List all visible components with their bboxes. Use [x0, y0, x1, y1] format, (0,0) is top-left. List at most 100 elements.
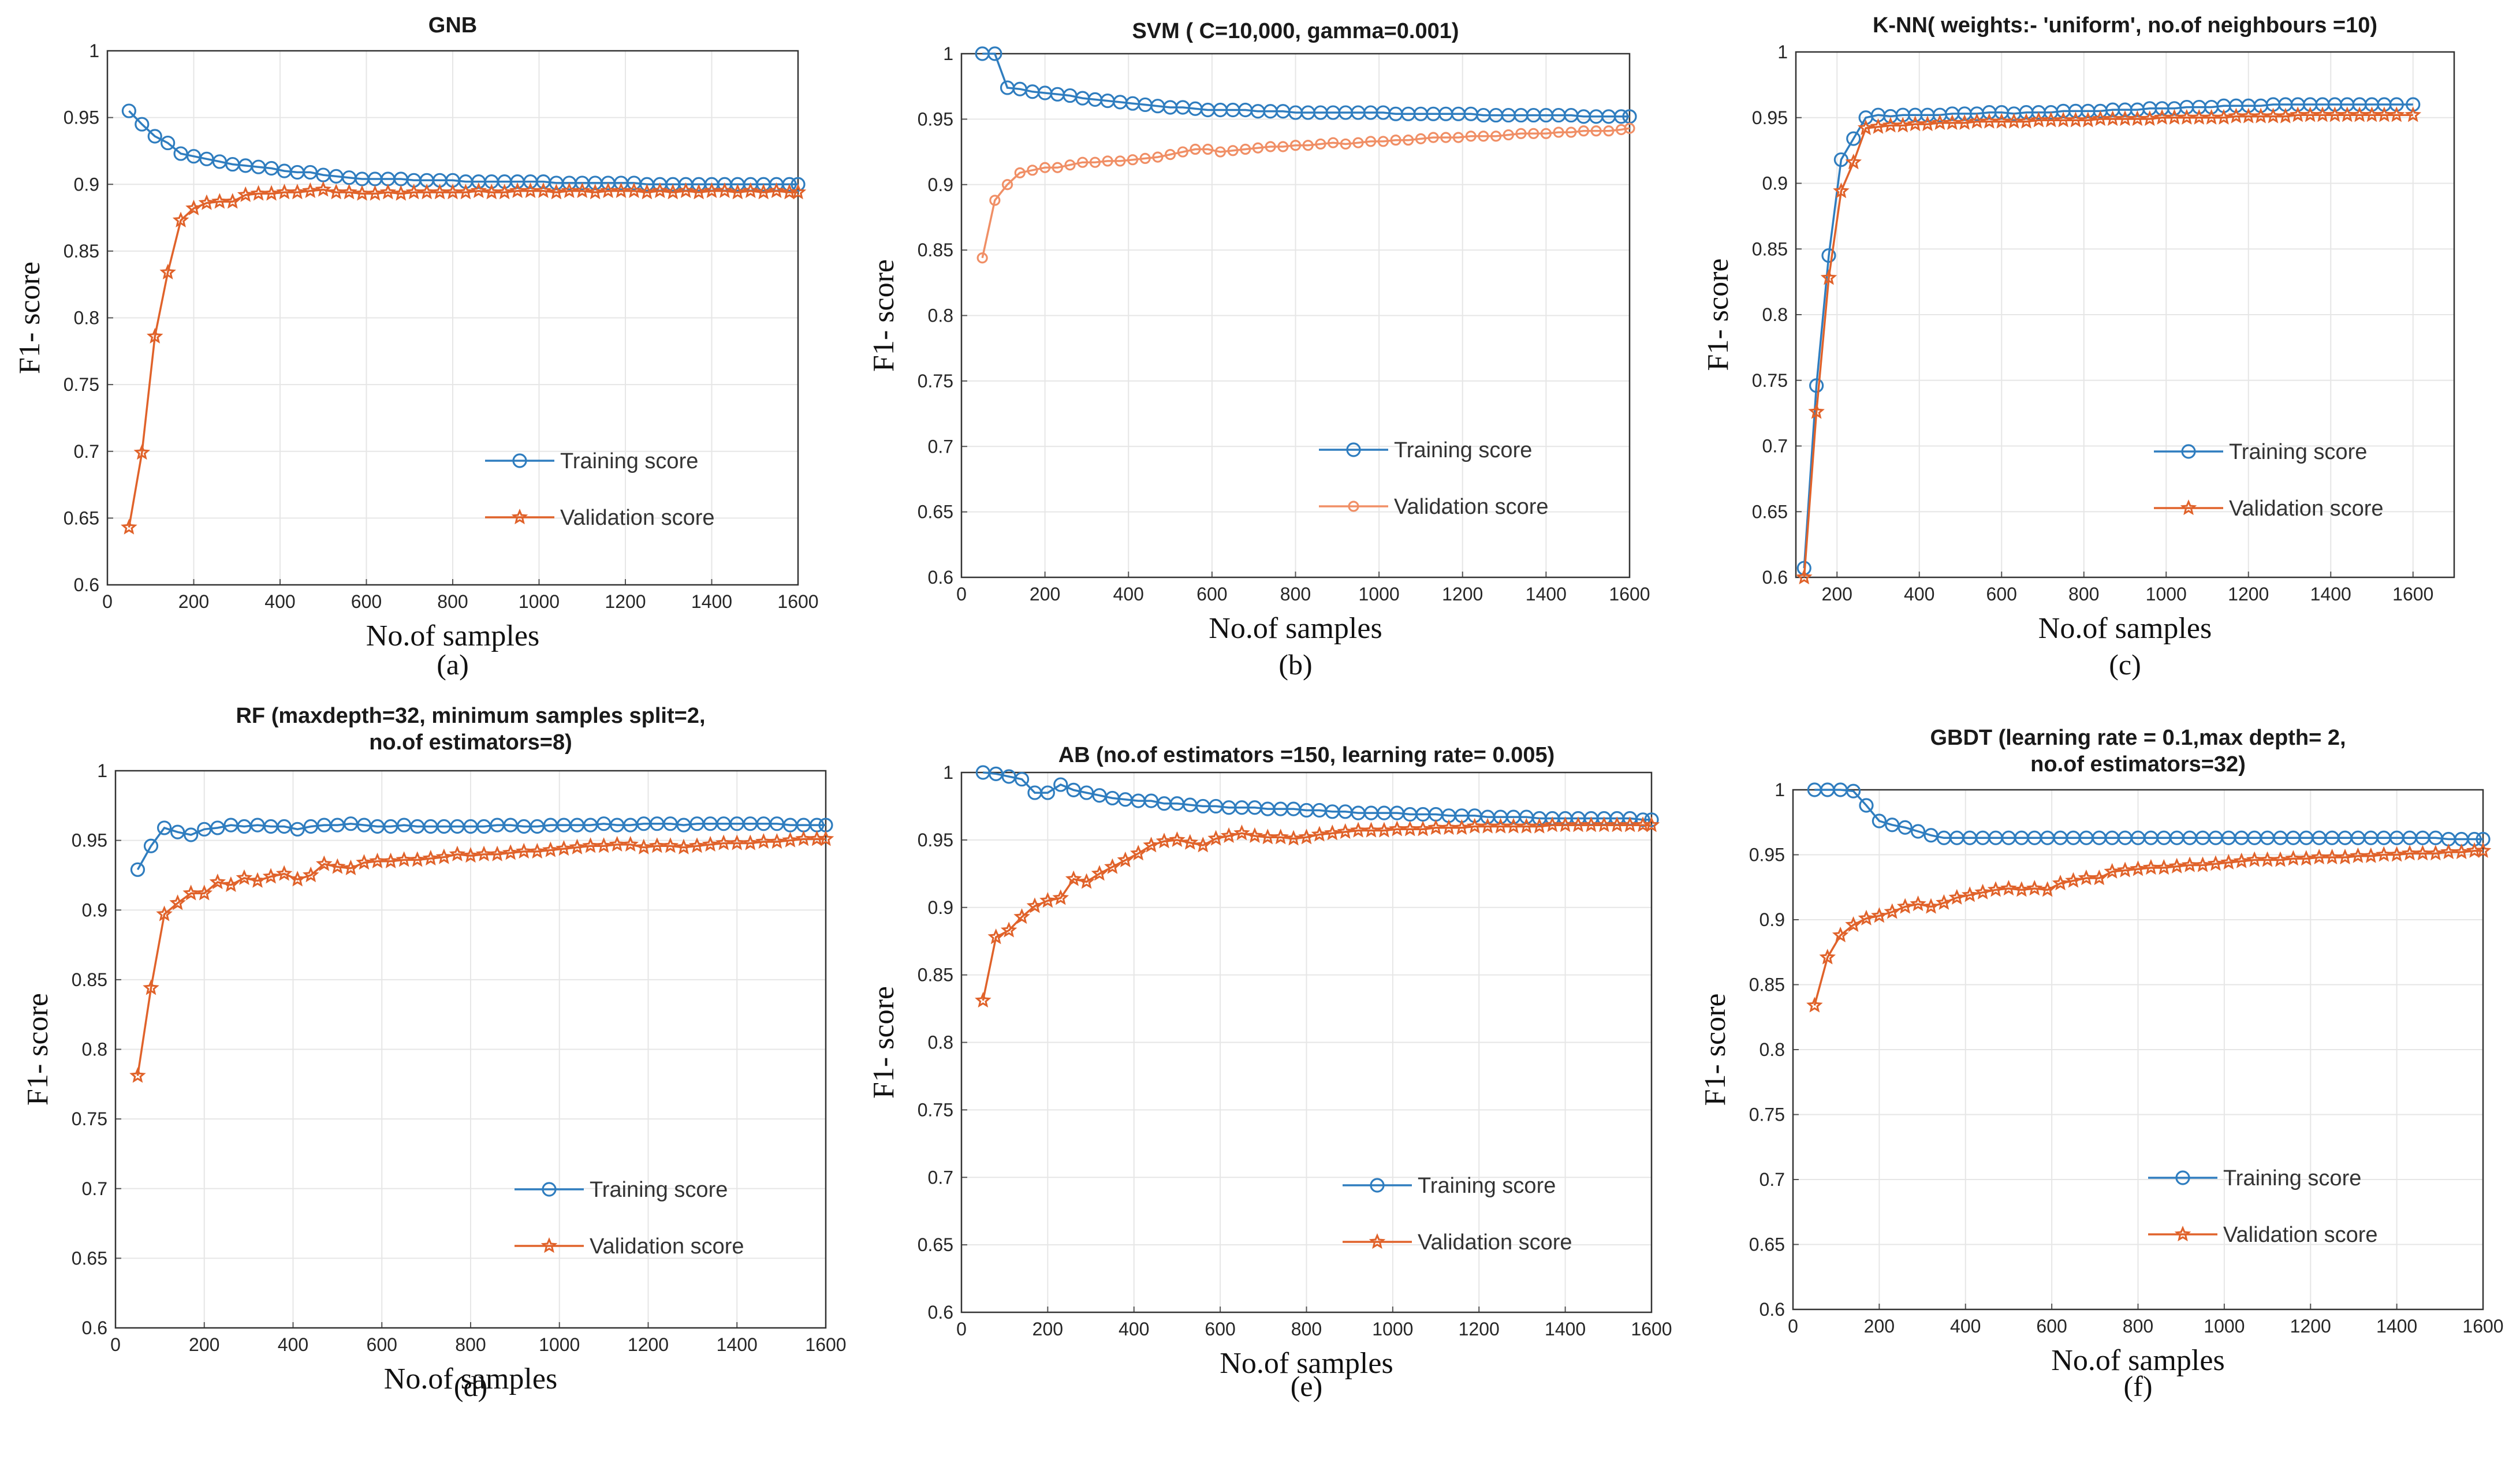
y-tick-label: 0.7 — [928, 1167, 953, 1188]
data-point — [1583, 816, 1600, 833]
data-point — [1014, 772, 1030, 787]
legend-entry: Training score — [1394, 438, 1532, 462]
data-point — [782, 177, 797, 192]
data-point — [635, 838, 653, 854]
y-tick-label: 1 — [943, 762, 953, 783]
x-tick-label: 600 — [351, 591, 382, 612]
legend-marker — [1348, 501, 1359, 512]
x-tick-label: 400 — [1950, 1316, 1981, 1337]
chart-panel-4: 0.6 0.65 0.7 0.75 0.8 0.85 0.9 0.95 1 0 200 400 600 8… — [21, 704, 847, 1402]
data-point — [470, 182, 487, 198]
series-validation — [1795, 106, 2422, 585]
data-point — [1603, 125, 1615, 137]
data-point — [1919, 115, 1936, 132]
data-point — [1117, 851, 1134, 868]
x-tick-label: 600 — [1986, 584, 2017, 604]
data-point — [2474, 842, 2492, 858]
y-tick-label: 1 — [97, 760, 107, 781]
data-point — [1302, 140, 1314, 151]
x-axis-label: No.of samples — [2051, 1344, 2224, 1377]
y-tick-label: 0.75 — [72, 1108, 107, 1129]
data-point — [1350, 822, 1367, 838]
data-point — [1026, 897, 1043, 913]
x-tick-label: 1600 — [1631, 1319, 1672, 1339]
data-point — [755, 184, 772, 200]
data-point — [2042, 111, 2060, 128]
panel-label: (d) — [454, 1370, 487, 1402]
data-point — [609, 835, 625, 852]
data-point — [755, 833, 772, 849]
data-point — [2375, 846, 2392, 862]
data-point — [1427, 819, 1444, 835]
data-point — [2351, 106, 2368, 122]
data-point — [1127, 154, 1139, 166]
x-axis-label: No.of samples — [1209, 612, 1382, 645]
x-tick-label: 600 — [2036, 1316, 2067, 1337]
data-point — [147, 129, 162, 144]
x-tick-label: 400 — [278, 1334, 308, 1355]
data-point — [1415, 133, 1427, 144]
data-point — [2427, 845, 2444, 861]
data-point — [2414, 845, 2431, 861]
data-point — [1595, 816, 1613, 833]
data-point — [1311, 826, 1328, 842]
data-point — [1052, 162, 1063, 173]
data-point — [613, 182, 629, 198]
data-point — [789, 184, 807, 200]
data-point — [502, 844, 519, 860]
y-axis-label: F1- score — [1699, 994, 1732, 1106]
data-point — [1027, 165, 1038, 176]
y-tick-label: 0.6 — [82, 1317, 107, 1338]
series-line — [1803, 114, 2413, 578]
data-point — [475, 845, 493, 861]
data-point — [1375, 822, 1393, 838]
panel-label: (f) — [2124, 1370, 2153, 1402]
x-tick-label: 800 — [2068, 584, 2099, 604]
data-point — [2277, 107, 2294, 124]
data-point — [1181, 834, 1199, 850]
chart-panel-1: 0.6 0.65 0.7 0.75 0.8 0.85 0.9 0.95 1 0 200 400 600 8… — [13, 13, 819, 681]
data-point — [275, 865, 293, 881]
data-point — [2233, 852, 2250, 868]
legend-entry: Training score — [2223, 1166, 2361, 1190]
data-point — [1907, 115, 1923, 132]
data-point — [1882, 117, 1899, 133]
data-point — [2078, 869, 2095, 886]
data-point — [170, 824, 185, 839]
data-point — [1155, 833, 1173, 849]
data-point — [2000, 879, 2017, 896]
data-point — [1240, 143, 1251, 155]
y-tick-label: 0.7 — [1762, 436, 1788, 457]
data-point — [1152, 151, 1164, 163]
y-tick-label: 0.8 — [74, 308, 99, 329]
y-tick-label: 0.8 — [928, 305, 953, 326]
data-point — [2302, 106, 2318, 122]
data-point — [1540, 128, 1552, 139]
data-point — [782, 831, 799, 848]
data-point — [2005, 113, 2022, 129]
y-axis-label: F1- score — [867, 986, 900, 1099]
data-point — [1820, 269, 1837, 285]
data-point — [1427, 132, 1439, 143]
y-tick-label: 0.95 — [918, 109, 953, 129]
legend-entry: Training score — [2229, 440, 2367, 464]
data-point — [2440, 843, 2457, 860]
x-tick-label: 400 — [1113, 584, 1144, 604]
panel-label: (e) — [1291, 1370, 1323, 1402]
data-point — [1440, 819, 1457, 835]
data-point — [522, 182, 539, 198]
series-training — [975, 46, 1637, 124]
data-point — [1859, 798, 1874, 813]
data-point — [1858, 909, 1875, 925]
data-point — [715, 834, 732, 850]
data-point — [1478, 130, 1489, 142]
x-tick-label: 200 — [1822, 584, 1852, 604]
data-point — [422, 849, 439, 866]
data-point — [382, 852, 399, 868]
axes-frame — [960, 771, 1653, 1313]
data-point — [1114, 155, 1126, 167]
y-tick-label: 0.8 — [928, 1032, 953, 1053]
y-tick-label: 0.6 — [74, 574, 99, 595]
data-point — [1277, 141, 1289, 152]
